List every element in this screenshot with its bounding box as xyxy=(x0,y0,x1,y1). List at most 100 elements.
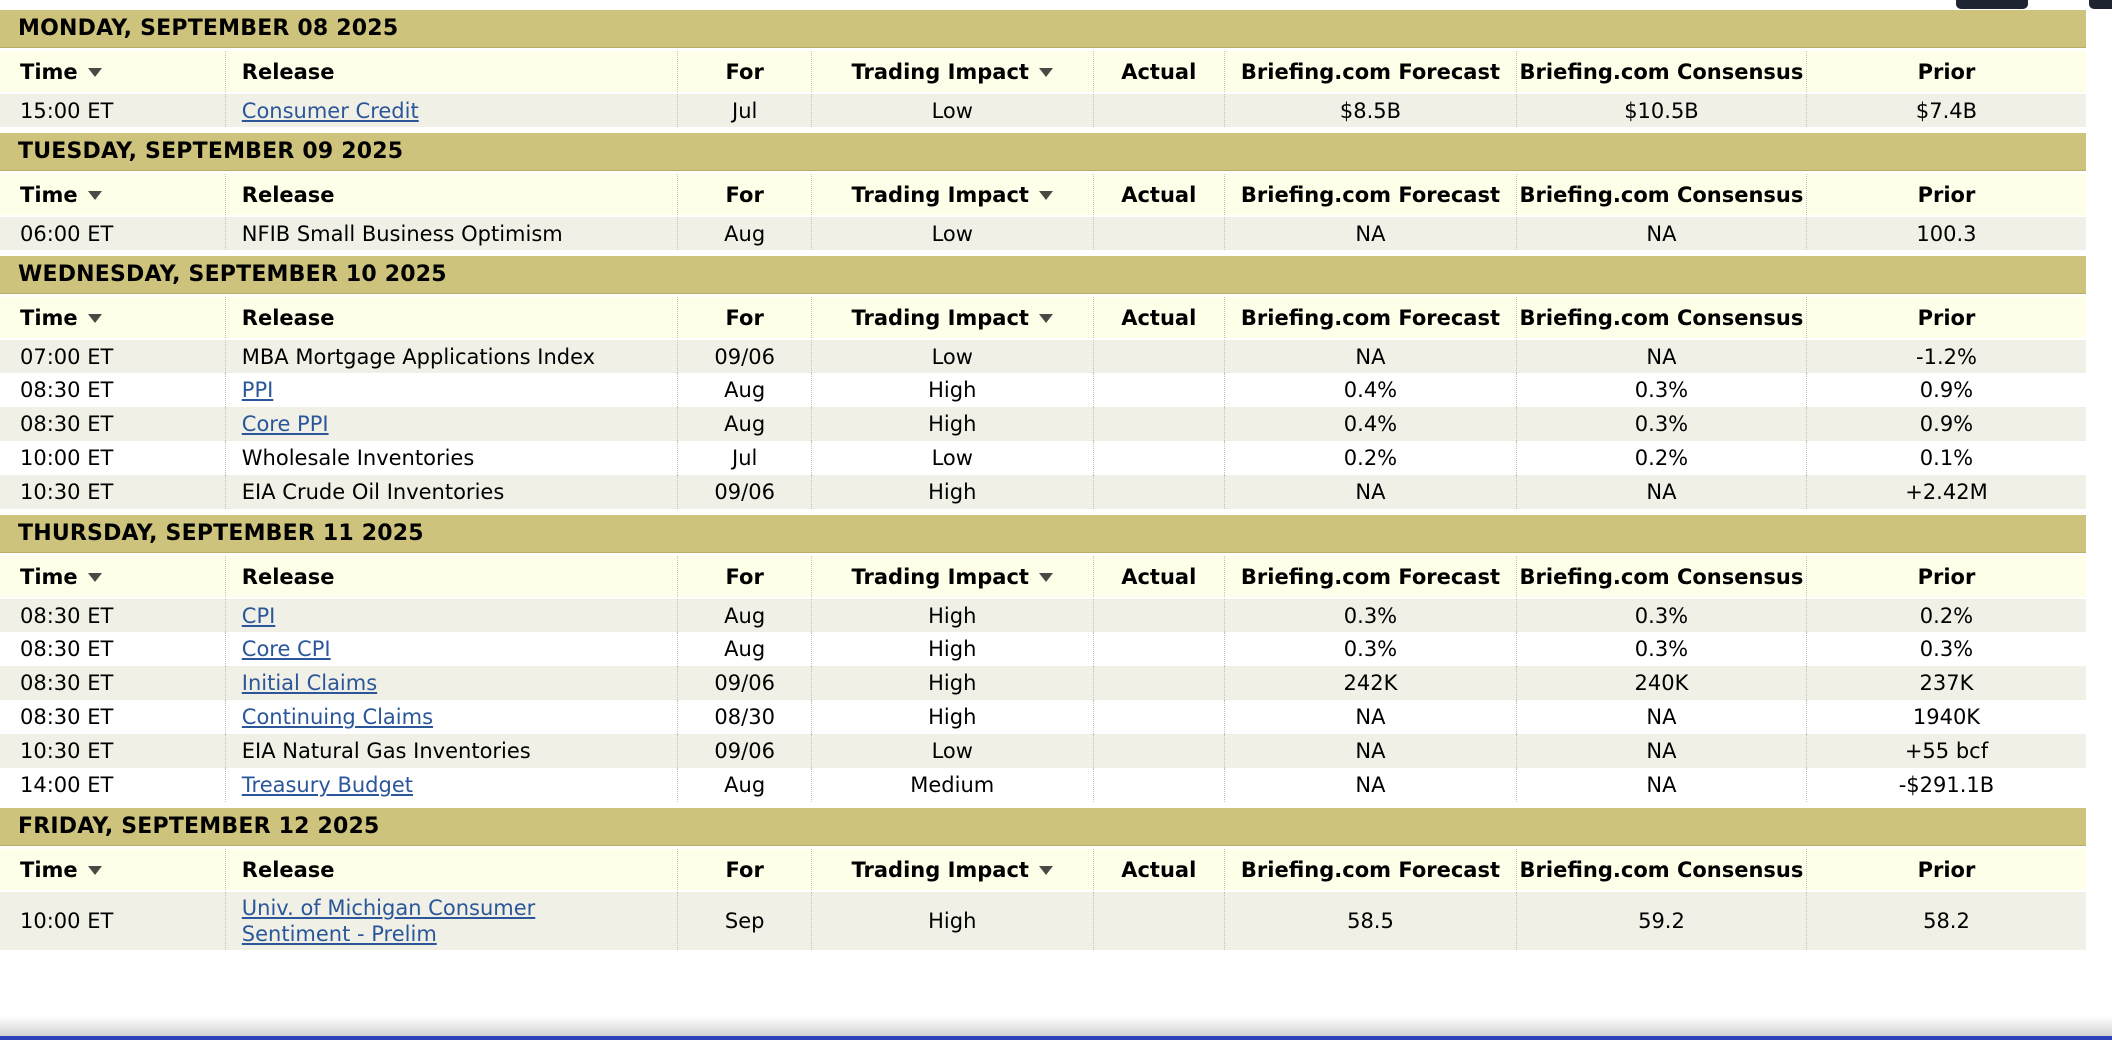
cell-actual xyxy=(1092,734,1225,768)
cell-consensus: 0.3% xyxy=(1515,373,1807,407)
col-header-time[interactable]: Time xyxy=(0,51,225,93)
col-header-prior: Prior xyxy=(1805,297,2086,339)
table-row: 08:30 ET Continuing Claims 08/30 High NA… xyxy=(0,700,2086,734)
column-label: Trading Impact xyxy=(851,857,1029,882)
cell-release: PPI xyxy=(224,373,678,407)
col-header-for: For xyxy=(677,51,812,93)
cell-consensus: 59.2 xyxy=(1515,891,1807,950)
column-label: Release xyxy=(241,59,335,84)
release-link[interactable]: Initial Claims xyxy=(241,671,378,695)
cell-for: Aug xyxy=(677,768,812,802)
cell-forecast: NA xyxy=(1223,475,1517,509)
release-text: MBA Mortgage Applications Index xyxy=(241,344,596,369)
sort-down-icon[interactable] xyxy=(1038,190,1053,200)
cell-forecast: 0.3% xyxy=(1223,632,1517,666)
cell-consensus: NA xyxy=(1515,475,1807,509)
column-label: Trading Impact xyxy=(851,59,1029,84)
cell-consensus: NA xyxy=(1515,339,1807,373)
calendar-table: Time Release For Trading Impact Actual Briefi… xyxy=(0,174,2086,250)
cell-for: Jul xyxy=(677,441,812,475)
cell-actual xyxy=(1092,93,1225,127)
cell-prior: -1.2% xyxy=(1805,339,2086,373)
cell-for: 09/06 xyxy=(677,339,812,373)
cell-time: 08:30 ET xyxy=(20,412,114,436)
sort-down-icon[interactable] xyxy=(87,572,102,582)
release-text: Wholesale Inventories xyxy=(241,446,475,470)
sort-down-icon[interactable] xyxy=(1038,865,1053,875)
cell-forecast: 0.2% xyxy=(1223,441,1517,475)
release-link[interactable]: Univ. of Michigan Consumer Sentiment - P… xyxy=(241,896,536,946)
day-header-bar: WEDNESDAY, SEPTEMBER 10 2025 xyxy=(0,256,2086,294)
cell-forecast: NA xyxy=(1223,768,1517,802)
cell-for: Aug xyxy=(677,632,812,666)
column-label: For xyxy=(725,182,764,207)
table-row: 14:00 ET Treasury Budget Aug Medium NA N… xyxy=(0,768,2086,802)
cell-time: 08:30 ET xyxy=(20,671,114,695)
cell-time: 14:00 ET xyxy=(20,773,114,797)
col-header-forecast: Briefing.com Forecast xyxy=(1223,51,1517,93)
col-header-impact[interactable]: Trading Impact xyxy=(810,51,1094,93)
release-link[interactable]: Consumer Credit xyxy=(241,98,419,123)
cell-prior: 0.9% xyxy=(1805,373,2086,407)
col-header-prior: Prior xyxy=(1805,849,2086,891)
browser-artifact xyxy=(1955,0,2028,9)
cell-trading-impact: High xyxy=(810,373,1094,407)
cell-release: EIA Natural Gas Inventories xyxy=(224,734,678,768)
sort-down-icon[interactable] xyxy=(87,67,102,77)
sort-down-icon[interactable] xyxy=(87,313,102,323)
col-header-prior: Prior xyxy=(1805,174,2086,216)
col-header-forecast: Briefing.com Forecast xyxy=(1223,174,1517,216)
column-label: Release xyxy=(241,857,335,882)
col-header-impact[interactable]: Trading Impact xyxy=(810,849,1094,891)
sort-down-icon[interactable] xyxy=(87,865,102,875)
cell-consensus: 0.3% xyxy=(1515,407,1807,441)
col-header-time[interactable]: Time xyxy=(0,849,225,891)
cell-forecast: NA xyxy=(1223,700,1517,734)
cell-prior: 0.2% xyxy=(1805,598,2086,632)
cell-forecast: NA xyxy=(1223,734,1517,768)
sort-down-icon[interactable] xyxy=(1038,572,1053,582)
browser-artifact xyxy=(2088,0,2112,9)
cell-forecast: 58.5 xyxy=(1223,891,1517,950)
day-title: MONDAY, SEPTEMBER 08 2025 xyxy=(18,16,399,41)
cell-release: Initial Claims xyxy=(224,666,678,700)
col-header-release: Release xyxy=(224,297,678,339)
sort-down-icon[interactable] xyxy=(1038,67,1053,77)
column-header-row: Time Release For Trading Impact Actual Briefi… xyxy=(0,297,2086,339)
col-header-time[interactable]: Time xyxy=(0,297,225,339)
release-link[interactable]: Core CPI xyxy=(241,637,331,661)
cell-forecast: NA xyxy=(1223,339,1517,373)
column-label: Actual xyxy=(1121,857,1197,882)
column-label: Briefing.com Consensus xyxy=(1519,182,1804,207)
cell-prior: 237K xyxy=(1805,666,2086,700)
cell-for: Aug xyxy=(677,373,812,407)
col-header-impact[interactable]: Trading Impact xyxy=(810,297,1094,339)
col-header-time[interactable]: Time xyxy=(0,174,225,216)
sort-down-icon[interactable] xyxy=(1038,313,1053,323)
cell-consensus: NA xyxy=(1515,216,1807,250)
day-section: TUESDAY, SEPTEMBER 09 2025 Time Release Fo… xyxy=(0,133,2086,250)
release-text: EIA Crude Oil Inventories xyxy=(241,480,505,504)
cell-prior: -$291.1B xyxy=(1805,768,2086,802)
column-label: Prior xyxy=(1917,564,1976,589)
cell-trading-impact: High xyxy=(810,666,1094,700)
col-header-impact[interactable]: Trading Impact xyxy=(810,174,1094,216)
release-link[interactable]: Core PPI xyxy=(241,412,329,436)
column-label: Time xyxy=(20,182,78,207)
sort-down-icon[interactable] xyxy=(87,190,102,200)
col-header-actual: Actual xyxy=(1092,556,1225,598)
cell-time: 08:30 ET xyxy=(20,705,114,729)
release-link[interactable]: Treasury Budget xyxy=(241,773,414,797)
cell-time: 08:30 ET xyxy=(20,603,114,628)
col-header-impact[interactable]: Trading Impact xyxy=(810,556,1094,598)
release-link[interactable]: CPI xyxy=(241,603,276,628)
col-header-time[interactable]: Time xyxy=(0,556,225,598)
cell-time: 06:00 ET xyxy=(20,221,114,246)
column-label: Actual xyxy=(1121,564,1197,589)
day-section: FRIDAY, SEPTEMBER 12 2025 Time Release For… xyxy=(0,808,2086,950)
cell-time: 10:00 ET xyxy=(20,909,114,933)
cell-for: Jul xyxy=(677,93,812,127)
release-link[interactable]: PPI xyxy=(241,378,274,402)
release-link[interactable]: Continuing Claims xyxy=(241,705,434,729)
column-label: For xyxy=(725,305,764,330)
